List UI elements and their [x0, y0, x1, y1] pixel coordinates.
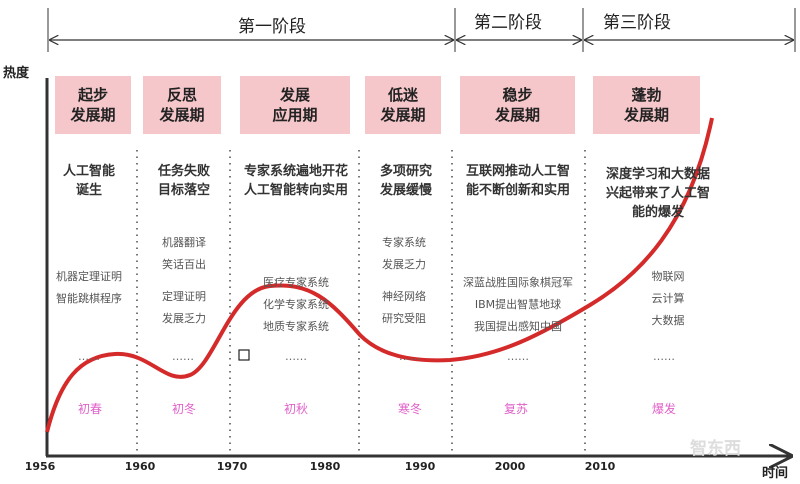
- period-main: 多项研究 发展缓慢: [379, 164, 433, 198]
- stage-1: 第一阶段: [238, 17, 306, 37]
- ellipsis: ……: [78, 350, 100, 363]
- tick-1990: 1990: [404, 460, 436, 473]
- watermark-logo: 智东西: [690, 439, 741, 459]
- marker-square: [238, 349, 250, 361]
- period-subs: 医疗专家系统 化学专家系统 地质专家系统: [263, 276, 329, 333]
- season-label: 爆发: [651, 402, 677, 416]
- period-main: 专家系统遍地开花 人工智能转向实用: [243, 164, 349, 198]
- period-box: 反思 发展期: [143, 76, 221, 134]
- period-box: 发展 应用期: [240, 76, 350, 134]
- x-axis-label: 时间: [762, 466, 789, 481]
- season-label: 初秋: [283, 402, 309, 416]
- period-main: 人工智能 诞生: [62, 164, 116, 198]
- period-main: 任务失败 目标落空: [157, 164, 211, 198]
- period-box: 蓬勃 发展期: [593, 76, 700, 134]
- stage-3: 第三阶段: [603, 13, 671, 33]
- tick-1956: 1956: [24, 460, 56, 473]
- ellipsis: ……: [507, 350, 529, 363]
- period-subs: 深蓝战胜国际象棋冠军 IBM提出智慧地球 我国提出感知中国: [463, 276, 573, 333]
- season-label: 寒冬: [397, 402, 423, 416]
- period-box: 稳步 发展期: [460, 76, 575, 134]
- period-main: 深度学习和大数据 兴起带来了人工智 能的爆发: [605, 167, 711, 220]
- period-dividers: [136, 150, 586, 452]
- season-label: 初春: [77, 402, 103, 416]
- y-axis-label: 热度: [3, 66, 30, 81]
- period-subs: 机器翻译 笑话百出 定理证明 发展乏力: [162, 236, 206, 325]
- ellipsis: ……: [399, 350, 421, 363]
- tick-1960: 1960: [124, 460, 156, 473]
- stage-separators: [47, 8, 796, 52]
- stage-2: 第二阶段: [474, 13, 542, 33]
- tick-1980: 1980: [309, 460, 341, 473]
- season-label: 复苏: [503, 402, 529, 416]
- tick-1970: 1970: [216, 460, 248, 473]
- heat-curve: [45, 117, 714, 433]
- ellipsis: ……: [653, 350, 675, 363]
- period-subs: 物联网 云计算 大数据: [651, 270, 685, 327]
- ellipsis: ……: [172, 350, 194, 363]
- period-subs: 机器定理证明 智能跳棋程序: [56, 270, 122, 305]
- period-box: 起步 发展期: [55, 76, 131, 134]
- ellipsis: ……: [285, 350, 307, 363]
- season-label: 初冬: [171, 402, 197, 416]
- period-main: 互联网推动人工智 能不断创新和实用: [465, 164, 571, 198]
- tick-2000: 2000: [494, 460, 526, 473]
- tick-2010: 2010: [584, 460, 616, 473]
- period-subs: 专家系统 发展乏力 神经网络 研究受阻: [382, 236, 426, 325]
- period-box: 低迷 发展期: [365, 76, 441, 134]
